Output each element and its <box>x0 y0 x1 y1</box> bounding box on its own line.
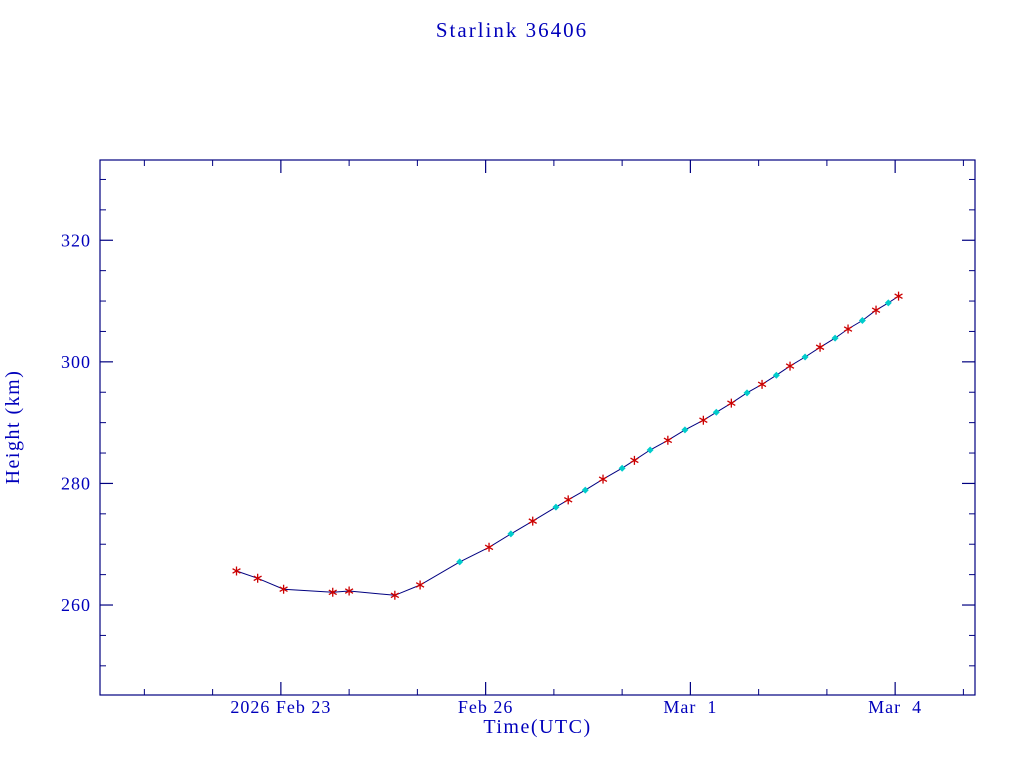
y-tick-label: 260 <box>61 595 91 615</box>
red-asterisk-marker <box>785 361 795 371</box>
red-asterisk-marker <box>484 542 494 552</box>
red-asterisk-marker <box>279 584 288 594</box>
red-asterisk-marker <box>598 474 608 484</box>
x-tick-label: Mar 4 <box>868 697 922 717</box>
cyan-diamond-marker <box>884 299 892 307</box>
x-tick-label: 2026 Feb 23 <box>230 697 331 717</box>
y-tick-label: 320 <box>61 230 91 250</box>
y-tick-label: 280 <box>61 473 91 493</box>
red-asterisk-marker <box>563 495 573 505</box>
red-asterisk-marker <box>871 305 881 315</box>
plot-frame <box>99 159 976 696</box>
red-asterisk-marker <box>630 455 639 465</box>
cyan-diamond-marker <box>456 558 464 566</box>
y-tick-label: 300 <box>61 352 91 372</box>
data-line <box>236 295 899 596</box>
cyan-diamond-marker <box>581 486 589 494</box>
red-asterisk-marker <box>757 379 767 389</box>
cyan-diamond-marker <box>618 464 626 472</box>
cyan-diamond-marker <box>831 334 839 342</box>
cyan-diamond-marker <box>681 426 689 434</box>
cyan-diamond-marker <box>743 389 751 397</box>
cyan-diamond-marker <box>507 530 515 538</box>
red-asterisk-marker <box>663 435 673 445</box>
cyan-diamond-marker <box>552 503 560 511</box>
cyan-diamond-marker <box>858 317 866 324</box>
red-asterisk-marker <box>415 580 425 590</box>
cyan-diamond-marker <box>772 371 780 379</box>
red-asterisk-marker <box>390 590 400 600</box>
red-asterisk-marker <box>815 342 825 352</box>
x-tick-label: Mar 1 <box>663 697 717 717</box>
red-asterisk-marker <box>328 587 337 597</box>
red-asterisk-marker <box>727 398 736 408</box>
x-axis-label: Time(UTC) <box>483 716 592 738</box>
cyan-diamond-marker <box>646 446 654 454</box>
red-asterisk-marker <box>253 573 262 583</box>
red-asterisk-marker <box>699 415 708 425</box>
x-tick-label: Feb 26 <box>458 697 514 717</box>
chart-title: Starlink 36406 <box>435 18 589 42</box>
cyan-diamond-marker <box>712 408 720 416</box>
cyan-diamond-marker <box>801 353 809 361</box>
red-asterisk-marker <box>528 516 537 526</box>
red-asterisk-marker <box>232 566 241 576</box>
red-asterisk-marker <box>344 586 354 596</box>
red-asterisk-marker <box>843 324 853 334</box>
red-asterisk-marker <box>894 291 903 301</box>
